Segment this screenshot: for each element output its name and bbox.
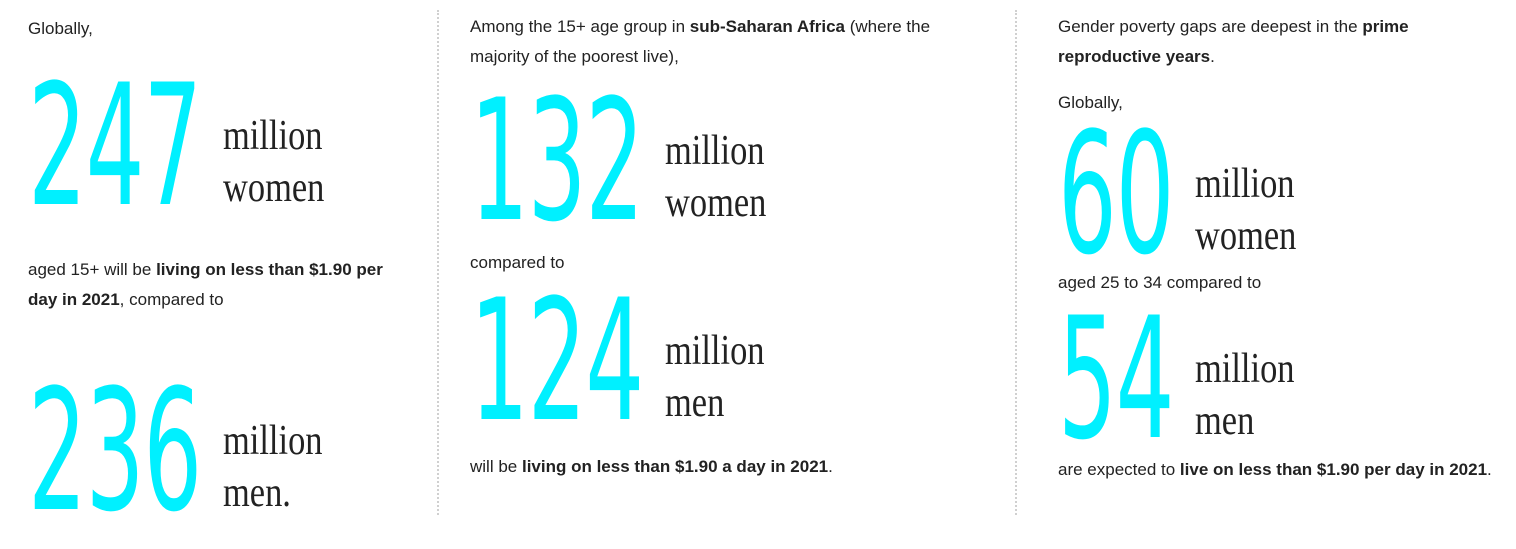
column: Globally, 247 million women aged 15+ will be… xyxy=(28,0,408,535)
unit-label: million women xyxy=(223,110,324,214)
unit-line: men xyxy=(1195,398,1255,444)
unit-line: million xyxy=(1195,161,1295,207)
paragraph: aged 25 to 34 compared to xyxy=(1058,268,1513,298)
big-number: 132 xyxy=(470,63,644,259)
bold-text: prime reproductive years xyxy=(1058,17,1409,66)
text: are expected to xyxy=(1058,460,1180,479)
text: Globally, xyxy=(1058,93,1123,112)
text: aged 15+ will be xyxy=(28,260,157,279)
paragraph: Globally, xyxy=(28,14,408,44)
text: . xyxy=(1210,47,1215,66)
bold-text: living on less than $1.90 a day in 2021 xyxy=(521,457,829,476)
bold-text: live on less than $1.90 per day in 2021 xyxy=(1179,460,1488,479)
paragraph: are expected to live on less than $1.90 … xyxy=(1058,455,1513,485)
text: will be xyxy=(470,457,522,476)
unit-line: women xyxy=(223,165,325,211)
unit-label: million men. xyxy=(223,415,323,519)
paragraph: will be living on less than $1.90 a day … xyxy=(470,452,980,482)
unit-line: women xyxy=(1195,213,1297,259)
big-number: 54 xyxy=(1058,281,1174,477)
infographic: (() => { const data = JSON.parse(documen… xyxy=(28,0,1513,535)
paragraph: Among the 15+ age group in sub-Saharan A… xyxy=(470,12,980,72)
divider xyxy=(437,10,439,515)
divider xyxy=(1015,10,1017,515)
bold-text: living on less than $1.90 per day in 202… xyxy=(28,260,383,309)
big-number: 60 xyxy=(1058,96,1174,292)
column: Among the 15+ age group in sub-Saharan A… xyxy=(470,0,980,520)
unit-line: million xyxy=(665,128,765,174)
text: . xyxy=(828,457,833,476)
unit-line: men. xyxy=(223,470,291,516)
text: aged 25 to 34 compared to xyxy=(1058,273,1262,292)
text: Globally, xyxy=(28,19,93,38)
paragraph: aged 15+ will be living on less than $1.… xyxy=(28,255,408,315)
unit-line: million xyxy=(1195,346,1295,392)
text: Among the 15+ age group in xyxy=(470,17,690,36)
bold-text: sub-Saharan Africa xyxy=(689,17,845,36)
paragraph: Gender poverty gaps are deepest in the p… xyxy=(1058,12,1513,72)
unit-line: men xyxy=(665,380,725,426)
paragraph: compared to xyxy=(470,248,980,278)
big-number: 236 xyxy=(28,353,202,549)
unit-line: million xyxy=(223,113,323,159)
unit-line: million xyxy=(223,418,323,464)
unit-line: million xyxy=(665,328,765,374)
unit-label: million men xyxy=(1195,343,1295,447)
paragraph: Globally, xyxy=(1058,88,1513,118)
unit-label: million men xyxy=(665,325,765,429)
text: , compared to xyxy=(119,290,224,309)
text: . xyxy=(1487,460,1492,479)
column: Gender poverty gaps are deepest in the p… xyxy=(1058,0,1513,520)
unit-label: million women xyxy=(1195,158,1296,262)
text: Gender poverty gaps are deepest in the xyxy=(1058,17,1363,36)
unit-label: million women xyxy=(665,125,766,229)
text: compared to xyxy=(470,253,565,272)
text: (where the majority of the poorest live)… xyxy=(470,17,931,66)
big-number: 124 xyxy=(470,263,644,459)
unit-line: women xyxy=(665,180,767,226)
big-number: 247 xyxy=(28,48,202,244)
